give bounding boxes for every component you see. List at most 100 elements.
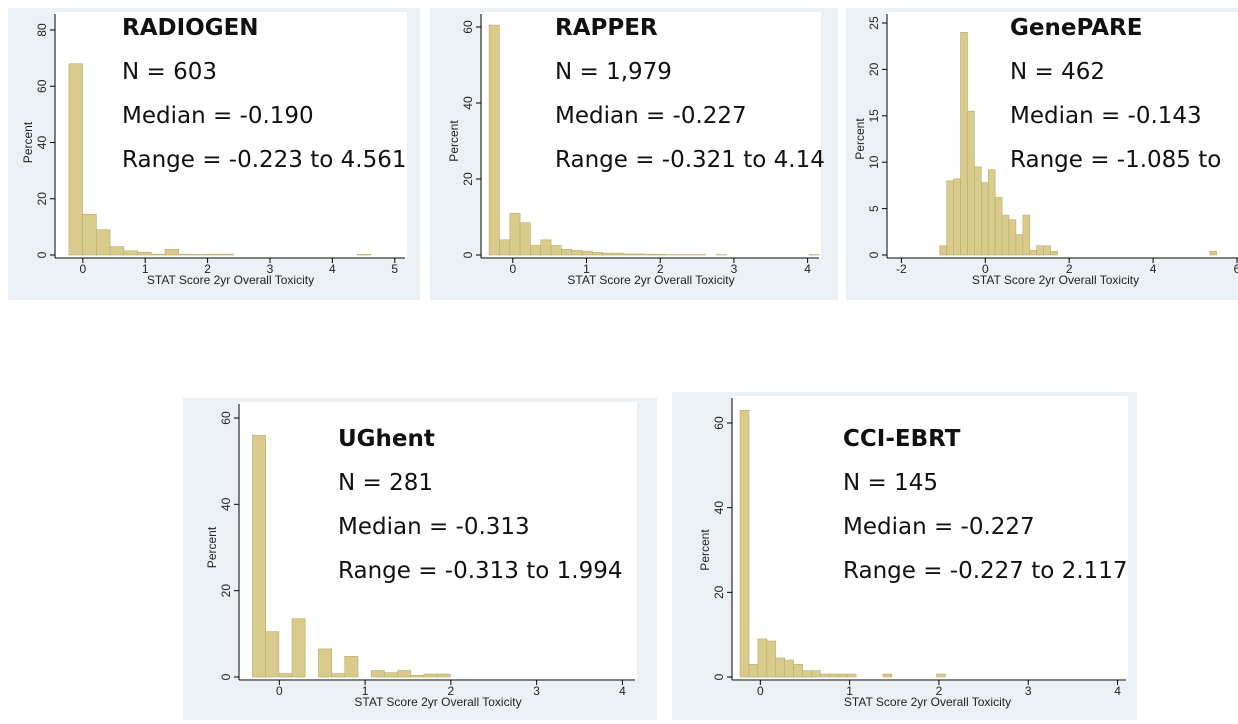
bar	[1022, 214, 1031, 256]
x-axis-label: STAT Score 2yr Overall Toxicity	[354, 695, 521, 709]
x-tick-label: -2	[896, 262, 907, 276]
bar	[994, 197, 1003, 256]
x-axis-label: STAT Score 2yr Overall Toxicity	[844, 695, 1011, 709]
bar	[252, 434, 266, 678]
x-tick-label: 2	[936, 684, 943, 698]
bar	[757, 638, 768, 678]
y-tick-label: 20	[712, 585, 726, 599]
plot-area	[887, 12, 1238, 259]
bar	[939, 245, 947, 256]
bar	[436, 673, 451, 678]
y-tick-label: 20	[867, 62, 881, 76]
bar	[1043, 245, 1051, 256]
bar	[109, 246, 125, 256]
bar	[1209, 250, 1217, 256]
x-tick-label: 0	[982, 262, 989, 276]
bar	[960, 31, 968, 256]
x-tick-label: 1	[142, 262, 149, 276]
bar	[164, 249, 180, 256]
bar	[318, 648, 332, 678]
y-tick-label: 20	[461, 172, 475, 186]
bar	[784, 659, 794, 678]
bar	[987, 169, 996, 256]
y-tick-label: 0	[461, 251, 475, 258]
bar	[802, 670, 812, 678]
bar	[653, 253, 665, 256]
bar	[278, 673, 293, 678]
x-tick-label: 5	[391, 262, 398, 276]
x-tick-label: 2	[1066, 262, 1073, 276]
bar	[384, 672, 398, 678]
y-axis-label: Percent	[447, 120, 461, 162]
chart-title: UGhent	[338, 426, 435, 452]
bar	[331, 673, 346, 678]
bar	[410, 674, 425, 678]
y-tick-label: 40	[35, 136, 49, 150]
bar	[953, 178, 961, 256]
bar	[423, 673, 438, 678]
bar	[1001, 214, 1010, 256]
bar	[499, 239, 511, 256]
x-tick-label: 0	[509, 262, 516, 276]
bar	[974, 166, 982, 256]
bar	[739, 409, 750, 678]
bar	[561, 249, 572, 256]
bar	[581, 250, 593, 256]
y-tick-label: 15	[867, 109, 881, 123]
bar	[837, 673, 848, 678]
bar	[265, 631, 280, 678]
bar	[612, 252, 624, 256]
annotation: N = 281	[338, 470, 433, 496]
bar	[530, 245, 542, 256]
bar	[602, 252, 614, 256]
x-tick-label: 6	[1234, 262, 1238, 276]
bar	[1029, 250, 1037, 256]
bar	[397, 670, 412, 678]
y-tick-label: 20	[219, 584, 233, 598]
x-tick-label: 2	[657, 262, 664, 276]
y-axis-label: Percent	[205, 526, 219, 568]
bar	[150, 253, 166, 256]
y-axis-label: Percent	[21, 121, 35, 163]
annotation: Median = -0.227	[555, 103, 747, 129]
bar	[775, 657, 786, 678]
y-axis-label: Percent	[698, 529, 712, 571]
x-axis-label: STAT Score 2yr Overall Toxicity	[567, 273, 734, 287]
bar	[936, 673, 946, 678]
y-tick-label: 40	[461, 96, 475, 110]
bar	[967, 110, 975, 256]
bar	[1008, 219, 1017, 256]
annotation: Range = -0.223 to 4.561	[122, 147, 407, 173]
x-tick-label: 3	[533, 684, 540, 698]
bar	[592, 252, 603, 256]
bar	[356, 254, 372, 256]
x-axis-label: STAT Score 2yr Overall Toxicity	[972, 273, 1139, 287]
plot-area	[732, 396, 1128, 681]
y-tick-label: 60	[219, 411, 233, 425]
y-tick-label: 60	[712, 416, 726, 430]
bar	[291, 618, 306, 678]
bar	[205, 253, 221, 256]
x-tick-label: 4	[329, 262, 336, 276]
bar	[793, 663, 803, 678]
annotation: Range = -1.085 to	[1010, 147, 1221, 173]
bar	[571, 250, 583, 256]
bar	[946, 180, 954, 256]
bar	[981, 182, 989, 256]
bar	[820, 673, 830, 678]
bar	[519, 222, 531, 256]
bar	[68, 63, 83, 256]
annotation: Median = -0.313	[338, 514, 530, 540]
y-tick-label: 20	[35, 192, 49, 206]
bar	[882, 673, 893, 678]
annotation: Range = -0.321 to 4.14	[555, 147, 825, 173]
chart-title: GenePARE	[1010, 15, 1142, 41]
x-tick-label: 4	[1150, 262, 1157, 276]
plot-area	[55, 12, 407, 259]
annotation: N = 1,979	[555, 59, 672, 85]
bar	[829, 673, 839, 678]
annotation: Range = -0.313 to 1.994	[338, 558, 623, 584]
x-tick-label: 0	[276, 684, 283, 698]
y-tick-label: 25	[867, 16, 881, 30]
bar	[82, 213, 97, 256]
